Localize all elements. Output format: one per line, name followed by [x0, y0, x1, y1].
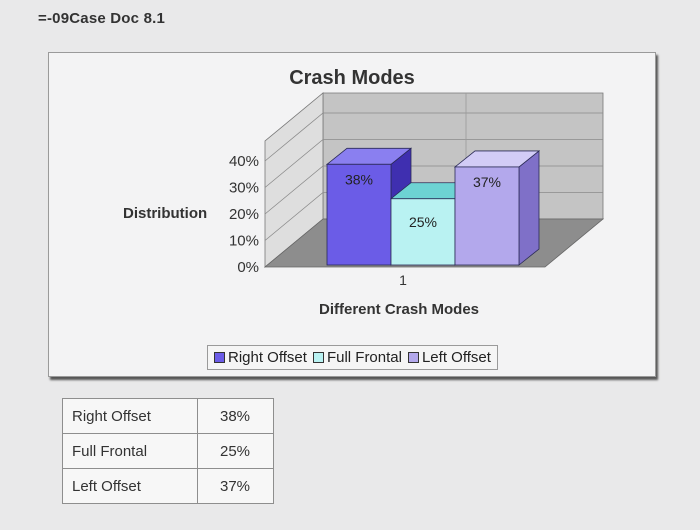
document-title: =-09Case Doc 8.1 [38, 10, 166, 27]
legend-swatch-full-frontal [312, 352, 324, 363]
y-axis-title: Distribution [123, 205, 208, 222]
legend-swatch-left-offset [407, 352, 419, 363]
table-row: Right Offset 38% [62, 398, 274, 434]
x-axis-title: Different Crash Modes [319, 301, 480, 318]
legend-label: Full Frontal [326, 349, 402, 366]
legend-item-right-offset: Right Offset [214, 349, 307, 366]
bar-side [518, 150, 540, 266]
y-tick-label: 20% [229, 206, 259, 223]
y-tick-label: 10% [229, 233, 259, 250]
legend-label: Left Offset [421, 349, 491, 366]
table-row: Full Frontal 25% [62, 433, 274, 469]
table-cell-value: 38% [197, 398, 274, 434]
table-cell-label: Left Offset [62, 468, 198, 504]
gridline [264, 112, 603, 162]
table-cell-label: Right Offset [62, 398, 198, 434]
legend-item-left-offset: Left Offset [407, 349, 491, 366]
y-tick-label: 30% [229, 180, 259, 197]
chart-title: Crash Modes [289, 67, 415, 89]
table-cell-value: 37% [197, 468, 274, 504]
gridline [264, 139, 603, 188]
chart-frame: 0% 10% 20% 30% 40% 38% 25% 37% 1 Crash Modes Dis… [48, 52, 656, 377]
table-cell-label: Full Frontal [62, 433, 198, 469]
table-row: Left Offset 37% [62, 468, 274, 504]
chart-plot: 0% 10% 20% 30% 40% 38% 25% 37% 1 [229, 92, 605, 288]
legend-item-full-frontal: Full Frontal [312, 349, 402, 366]
legend-swatch-right-offset [214, 352, 225, 363]
y-tick-label: 40% [229, 153, 259, 170]
bar-left-offset [454, 166, 520, 266]
bar-full-frontal [390, 198, 456, 266]
table-cell-value: 25% [197, 433, 274, 469]
y-tick-label: 0% [237, 259, 259, 276]
bar-right-offset [326, 163, 392, 266]
x-tick-label: 1 [399, 272, 407, 288]
bar-data-label: 25% [409, 214, 437, 230]
bar-data-label: 38% [345, 171, 373, 187]
legend-label: Right Offset [228, 349, 307, 366]
bar-data-label: 37% [473, 174, 501, 190]
summary-table: Right Offset 38% Full Frontal 25% Left O… [62, 398, 274, 504]
chart-legend: Right Offset Full Frontal Left Offset [207, 345, 498, 370]
